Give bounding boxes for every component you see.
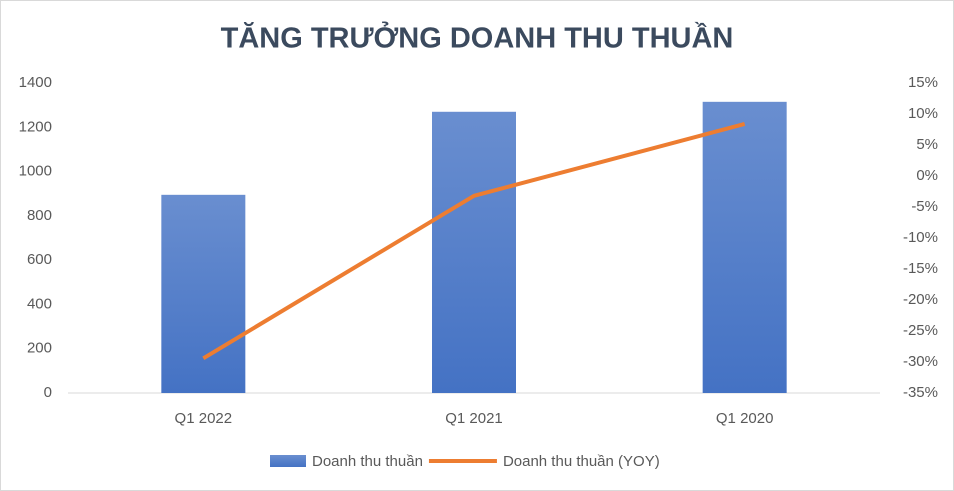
chart-title: TĂNG TRƯỞNG DOANH THU THUẦN (221, 21, 734, 55)
legend-swatch (270, 455, 306, 467)
y2-tick-label: 10% (908, 105, 938, 122)
y2-tick-label: -35% (903, 384, 938, 401)
x-tick-label: Q1 2021 (445, 410, 503, 427)
x-tick-label: Q1 2022 (175, 410, 233, 427)
y2-tick-label: -15% (903, 260, 938, 277)
y-tick-label: 200 (27, 340, 52, 357)
x-tick-label: Q1 2020 (716, 410, 774, 427)
y2-tick-label: 15% (908, 74, 938, 91)
y-tick-label: 1200 (19, 118, 52, 135)
legend-label: Doanh thu thuần (YOY) (503, 453, 660, 470)
bar (702, 101, 787, 394)
y2-tick-label: -10% (903, 229, 938, 246)
legend-label: Doanh thu thuần (312, 453, 423, 470)
y-tick-label: 600 (27, 251, 52, 268)
y2-tick-label: -20% (903, 291, 938, 308)
bar (432, 111, 516, 394)
y2-tick-label: -5% (911, 198, 938, 215)
y-tick-label: 0 (44, 384, 52, 401)
y2-tick-label: 5% (916, 136, 938, 153)
y-tick-label: 400 (27, 295, 52, 312)
line (202, 121, 746, 360)
y2-tick-label: 0% (916, 167, 938, 184)
y2-tick-label: -30% (903, 353, 938, 370)
bar (161, 194, 246, 393)
y2-tick-label: -25% (903, 322, 938, 339)
y-tick-label: 1400 (19, 74, 52, 91)
y-tick-label: 1000 (19, 163, 52, 180)
y-tick-label: 800 (27, 207, 52, 224)
